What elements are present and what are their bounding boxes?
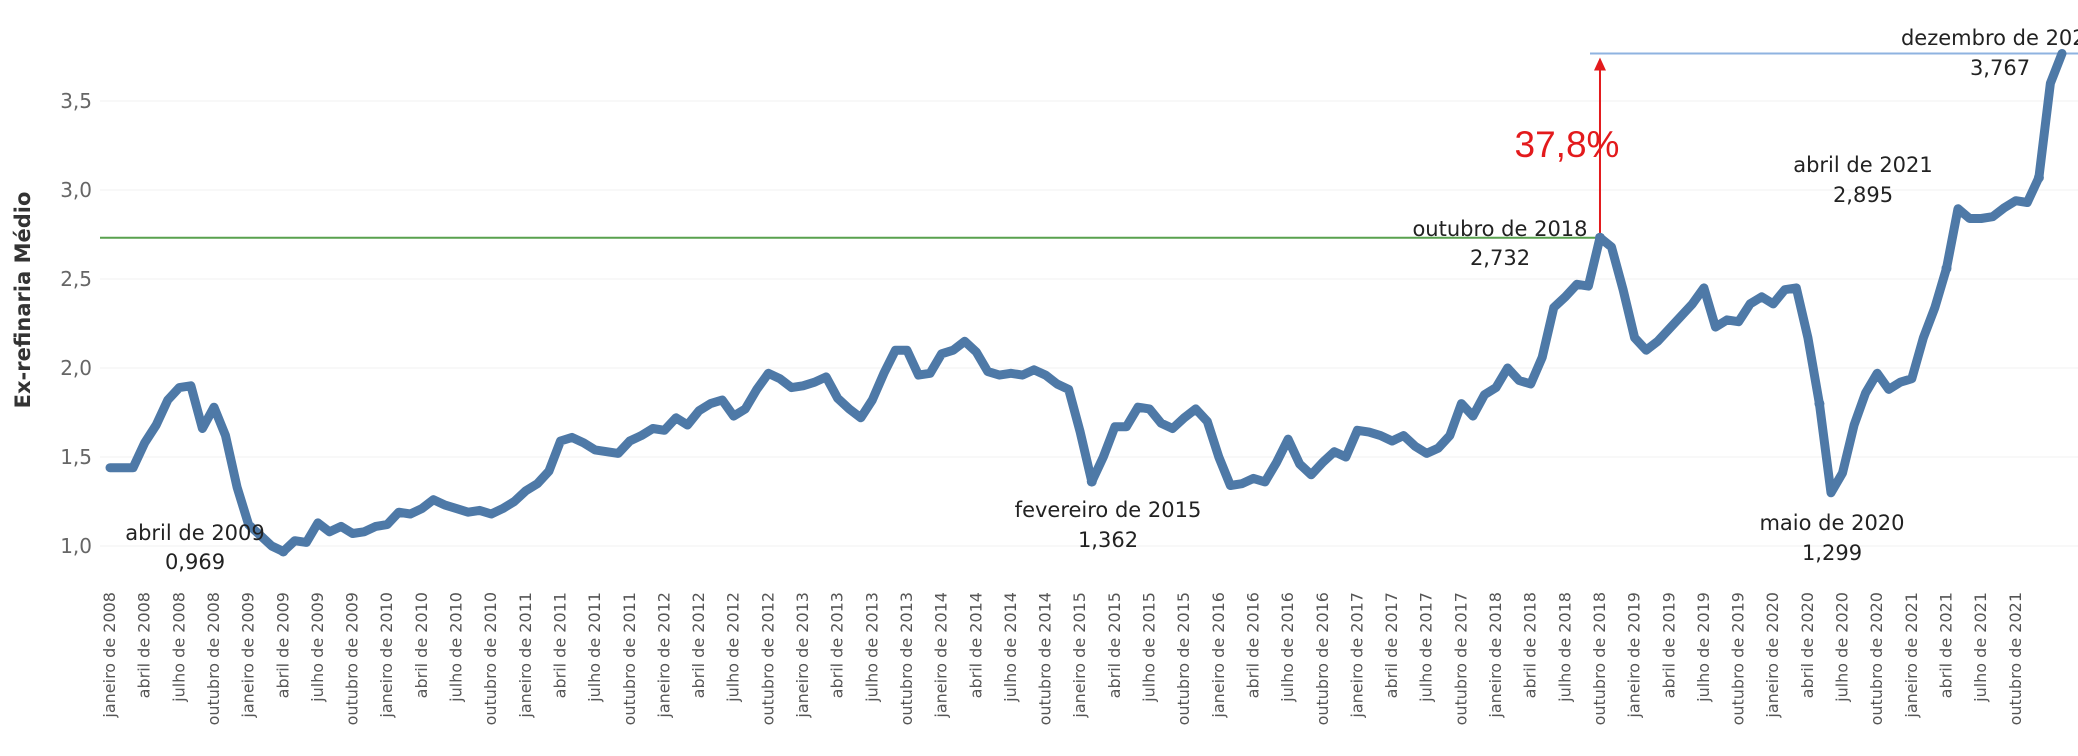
annotated-point [1594,232,1605,243]
x-tick-label: abril de 2016 [1243,592,1262,698]
x-tick-label: julho de 2018 [1555,592,1574,703]
x-tick-label: janeiro de 2008 [100,592,119,719]
x-tick-label: julho de 2008 [169,592,188,703]
x-tick-label: julho de 2017 [1417,592,1436,703]
x-tick-label: julho de 2015 [1140,592,1159,703]
x-tick-label: janeiro de 2014 [932,592,951,719]
x-tick-label: janeiro de 2015 [1070,592,1089,719]
annotated-point [2033,172,2044,183]
annotation-value: 1,299 [1802,541,1862,565]
annotated-point [1814,398,1825,409]
series-line [105,49,2067,556]
x-tick-label: abril de 2010 [412,592,431,698]
y-tick-label: 1,5 [60,445,92,469]
x-tick-label: outubro de 2014 [1036,592,1055,725]
annotated-point [1086,476,1097,487]
y-tick-label: 3,5 [60,89,92,113]
x-tick-label: julho de 2009 [308,592,327,703]
x-tick-label: julho de 2016 [1278,592,1297,703]
x-tick-label: janeiro de 2018 [1486,592,1505,719]
x-tick-label: julho de 2012 [724,592,743,703]
x-tick-label: julho de 2020 [1833,592,1852,703]
y-axis-label: Ex-refinaria Médio [11,192,35,409]
arrow-head [1593,57,1606,71]
x-tick-label: julho de 2013 [862,592,881,703]
x-tick-label: janeiro de 2017 [1347,592,1366,719]
annotation-label: fevereiro de 2015 [1015,498,1202,522]
x-tick-label: abril de 2011 [550,592,569,698]
y-tick-label: 3,0 [60,178,92,202]
x-tick-label: outubro de 2020 [1867,592,1886,725]
annotation-value: 1,362 [1078,528,1138,552]
annotation-label: outubro de 2018 [1412,217,1587,241]
x-tick-label: janeiro de 2016 [1209,592,1228,719]
x-tick-label: outubro de 2013 [897,592,916,725]
x-tick-label: julho de 2010 [447,592,466,703]
x-tick-label: julho de 2021 [1971,592,1990,703]
point-annotations: abril de 2009 0,969 fevereiro de 2015 1,362… [125,26,2078,574]
x-tick-label: outubro de 2016 [1313,592,1332,725]
x-tick-label: outubro de 2009 [343,592,362,725]
x-tick-label: outubro de 2008 [204,592,223,725]
annotation-value: 2,895 [1833,183,1893,207]
annotation-value: 3,767 [1970,56,2030,80]
x-tick-label: julho de 2019 [1694,592,1713,703]
annotated-point [278,546,289,557]
x-tick-label: abril de 2012 [689,592,708,698]
x-tick-label: outubro de 2021 [2006,592,2025,725]
x-tick-label: julho de 2014 [1001,592,1020,703]
y-tick-label: 2,5 [60,267,92,291]
annotation-label: abril de 2021 [1793,153,1933,177]
annotated-point [1941,263,1952,274]
x-tick-label: janeiro de 2013 [793,592,812,719]
y-tick-label: 1,0 [60,534,92,558]
change-arrow [1593,57,1606,238]
x-tick-label: janeiro de 2009 [239,592,258,719]
x-tick-label: abril de 2019 [1659,592,1678,698]
annotation-label: abril de 2009 [125,521,265,545]
x-tick-label: outubro de 2018 [1590,592,1609,725]
x-tick-label: janeiro de 2010 [377,592,396,719]
x-tick-label: abril de 2013 [828,592,847,698]
x-tick-label: abril de 2009 [273,592,292,698]
x-tick-label: outubro de 2012 [758,592,777,725]
x-tick-label: outubro de 2019 [1729,592,1748,725]
x-tick-label: abril de 2017 [1382,592,1401,698]
x-tick-label: abril de 2014 [966,592,985,698]
y-tick-label: 2,0 [60,356,92,380]
x-tick-label: abril de 2021 [1936,592,1955,698]
x-tick-label: abril de 2020 [1798,592,1817,698]
x-axis-ticks: janeiro de 2008 abril de 2008 julho de 200… [100,592,2025,725]
gridlines [100,100,2078,547]
x-tick-label: janeiro de 2012 [654,592,673,719]
x-tick-label: outubro de 2017 [1451,592,1470,725]
annotation-label: maio de 2020 [1759,511,1904,535]
x-tick-label: abril de 2008 [135,592,154,698]
x-tick-label: janeiro de 2021 [1902,592,1921,719]
x-tick-label: abril de 2018 [1521,592,1540,698]
x-tick-label: outubro de 2015 [1174,592,1193,725]
annotation-label: dezembro de 2021 [1901,26,2078,50]
x-tick-label: julho de 2011 [585,592,604,703]
annotation-value: 0,969 [165,550,225,574]
x-tick-label: outubro de 2011 [620,592,639,725]
x-tick-label: outubro de 2010 [481,592,500,725]
x-tick-label: janeiro de 2011 [516,592,535,719]
change-percent-label: 37,8% [1515,124,1620,165]
y-axis-ticks: 1,0 1,5 2,0 2,5 3,0 3,5 [60,89,92,558]
x-tick-label: janeiro de 2019 [1625,592,1644,719]
reference-lines [100,52,2078,239]
annotation-value: 2,732 [1470,246,1530,270]
x-tick-label: janeiro de 2020 [1763,592,1782,719]
x-tick-label: abril de 2015 [1105,592,1124,698]
